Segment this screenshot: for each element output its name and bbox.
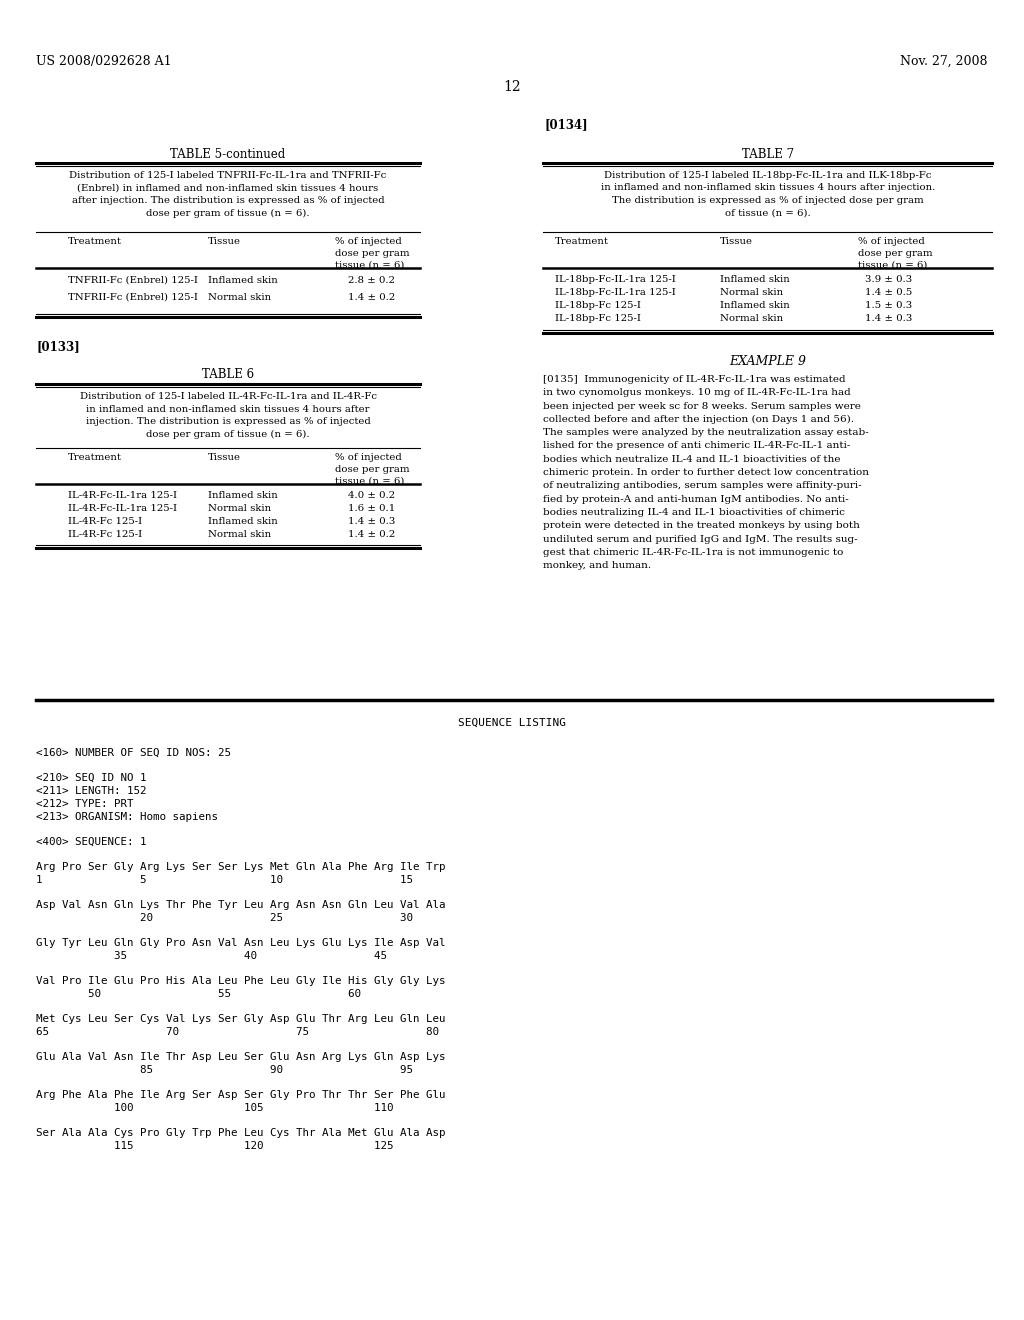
Text: gest that chimeric IL-4R-Fc-IL-1ra is not immunogenic to: gest that chimeric IL-4R-Fc-IL-1ra is no…: [543, 548, 844, 557]
Text: 20                  25                  30: 20 25 30: [36, 913, 413, 923]
Text: IL-4R-Fc-IL-1ra 125-I: IL-4R-Fc-IL-1ra 125-I: [68, 504, 177, 513]
Text: 3.9 ± 0.3: 3.9 ± 0.3: [865, 275, 912, 284]
Text: Nov. 27, 2008: Nov. 27, 2008: [900, 55, 988, 69]
Text: Distribution of 125-I labeled TNFRII-Fc-IL-1ra and TNFRII-Fc
(Enbrel) in inflame: Distribution of 125-I labeled TNFRII-Fc-…: [70, 172, 387, 218]
Text: Normal skin: Normal skin: [208, 504, 271, 513]
Text: IL-4R-Fc-IL-1ra 125-I: IL-4R-Fc-IL-1ra 125-I: [68, 491, 177, 500]
Text: IL-18bp-Fc 125-I: IL-18bp-Fc 125-I: [555, 301, 641, 310]
Text: TABLE 7: TABLE 7: [742, 148, 794, 161]
Text: undiluted serum and purified IgG and IgM. The results sug-: undiluted serum and purified IgG and IgM…: [543, 535, 858, 544]
Text: SEQUENCE LISTING: SEQUENCE LISTING: [458, 718, 566, 729]
Text: 35                  40                  45: 35 40 45: [36, 950, 387, 961]
Text: Treatment: Treatment: [68, 238, 122, 246]
Text: % of injected
dose per gram
tissue (n = 6): % of injected dose per gram tissue (n = …: [335, 238, 410, 269]
Text: 100                 105                 110: 100 105 110: [36, 1104, 393, 1113]
Text: been injected per week sc for 8 weeks. Serum samples were: been injected per week sc for 8 weeks. S…: [543, 401, 861, 411]
Text: 12: 12: [503, 81, 521, 94]
Text: bodies which neutralize IL-4 and IL-1 bioactivities of the: bodies which neutralize IL-4 and IL-1 bi…: [543, 455, 841, 463]
Text: Tissue: Tissue: [720, 238, 753, 246]
Text: Inflamed skin: Inflamed skin: [208, 517, 278, 525]
Text: Met Cys Leu Ser Cys Val Lys Ser Gly Asp Glu Thr Arg Leu Gln Leu: Met Cys Leu Ser Cys Val Lys Ser Gly Asp …: [36, 1014, 445, 1024]
Text: 65                  70                  75                  80: 65 70 75 80: [36, 1027, 439, 1038]
Text: Glu Ala Val Asn Ile Thr Asp Leu Ser Glu Asn Arg Lys Gln Asp Lys: Glu Ala Val Asn Ile Thr Asp Leu Ser Glu …: [36, 1052, 445, 1063]
Text: % of injected
dose per gram
tissue (n = 6): % of injected dose per gram tissue (n = …: [858, 238, 933, 269]
Text: Treatment: Treatment: [555, 238, 609, 246]
Text: US 2008/0292628 A1: US 2008/0292628 A1: [36, 55, 172, 69]
Text: 1.4 ± 0.2: 1.4 ± 0.2: [348, 293, 395, 302]
Text: monkey, and human.: monkey, and human.: [543, 561, 651, 570]
Text: 1.4 ± 0.2: 1.4 ± 0.2: [348, 531, 395, 539]
Text: Gly Tyr Leu Gln Gly Pro Asn Val Asn Leu Lys Glu Lys Ile Asp Val: Gly Tyr Leu Gln Gly Pro Asn Val Asn Leu …: [36, 939, 445, 948]
Text: Arg Pro Ser Gly Arg Lys Ser Ser Lys Met Gln Ala Phe Arg Ile Trp: Arg Pro Ser Gly Arg Lys Ser Ser Lys Met …: [36, 862, 445, 873]
Text: 1.4 ± 0.5: 1.4 ± 0.5: [865, 288, 912, 297]
Text: IL-18bp-Fc-IL-1ra 125-I: IL-18bp-Fc-IL-1ra 125-I: [555, 288, 676, 297]
Text: in two cynomolgus monkeys. 10 mg of IL-4R-Fc-IL-1ra had: in two cynomolgus monkeys. 10 mg of IL-4…: [543, 388, 851, 397]
Text: Ser Ala Ala Cys Pro Gly Trp Phe Leu Cys Thr Ala Met Glu Ala Asp: Ser Ala Ala Cys Pro Gly Trp Phe Leu Cys …: [36, 1129, 445, 1138]
Text: Inflamed skin: Inflamed skin: [208, 491, 278, 500]
Text: IL-4R-Fc 125-I: IL-4R-Fc 125-I: [68, 517, 142, 525]
Text: TNFRII-Fc (Enbrel) 125-I: TNFRII-Fc (Enbrel) 125-I: [68, 293, 198, 302]
Text: chimeric protein. In order to further detect low concentration: chimeric protein. In order to further de…: [543, 469, 869, 477]
Text: Arg Phe Ala Phe Ile Arg Ser Asp Ser Gly Pro Thr Thr Ser Phe Glu: Arg Phe Ala Phe Ile Arg Ser Asp Ser Gly …: [36, 1090, 445, 1100]
Text: Normal skin: Normal skin: [720, 314, 783, 323]
Text: TNFRII-Fc (Enbrel) 125-I: TNFRII-Fc (Enbrel) 125-I: [68, 276, 198, 285]
Text: IL-18bp-Fc 125-I: IL-18bp-Fc 125-I: [555, 314, 641, 323]
Text: Inflamed skin: Inflamed skin: [720, 301, 790, 310]
Text: Distribution of 125-I labeled IL-18bp-Fc-IL-1ra and ILK-18bp-Fc
in inflamed and : Distribution of 125-I labeled IL-18bp-Fc…: [601, 172, 935, 218]
Text: Tissue: Tissue: [208, 453, 241, 462]
Text: 1.5 ± 0.3: 1.5 ± 0.3: [865, 301, 912, 310]
Text: Asp Val Asn Gln Lys Thr Phe Tyr Leu Arg Asn Asn Gln Leu Val Ala: Asp Val Asn Gln Lys Thr Phe Tyr Leu Arg …: [36, 900, 445, 909]
Text: EXAMPLE 9: EXAMPLE 9: [729, 355, 807, 368]
Text: Normal skin: Normal skin: [208, 531, 271, 539]
Text: IL-18bp-Fc-IL-1ra 125-I: IL-18bp-Fc-IL-1ra 125-I: [555, 275, 676, 284]
Text: <210> SEQ ID NO 1: <210> SEQ ID NO 1: [36, 774, 146, 783]
Text: bodies neutralizing IL-4 and IL-1 bioactivities of chimeric: bodies neutralizing IL-4 and IL-1 bioact…: [543, 508, 845, 517]
Text: 85                  90                  95: 85 90 95: [36, 1065, 413, 1074]
Text: <400> SEQUENCE: 1: <400> SEQUENCE: 1: [36, 837, 146, 847]
Text: <213> ORGANISM: Homo sapiens: <213> ORGANISM: Homo sapiens: [36, 812, 218, 822]
Text: Treatment: Treatment: [68, 453, 122, 462]
Text: Distribution of 125-I labeled IL-4R-Fc-IL-1ra and IL-4R-Fc
in inflamed and non-i: Distribution of 125-I labeled IL-4R-Fc-I…: [80, 392, 377, 438]
Text: The samples were analyzed by the neutralization assay estab-: The samples were analyzed by the neutral…: [543, 428, 868, 437]
Text: 1.4 ± 0.3: 1.4 ± 0.3: [348, 517, 395, 525]
Text: 1.6 ± 0.1: 1.6 ± 0.1: [348, 504, 395, 513]
Text: Tissue: Tissue: [208, 238, 241, 246]
Text: Inflamed skin: Inflamed skin: [208, 276, 278, 285]
Text: Normal skin: Normal skin: [720, 288, 783, 297]
Text: 115                 120                 125: 115 120 125: [36, 1140, 393, 1151]
Text: collected before and after the injection (on Days 1 and 56).: collected before and after the injection…: [543, 414, 854, 424]
Text: <212> TYPE: PRT: <212> TYPE: PRT: [36, 799, 133, 809]
Text: 1.4 ± 0.3: 1.4 ± 0.3: [865, 314, 912, 323]
Text: % of injected
dose per gram
tissue (n = 6): % of injected dose per gram tissue (n = …: [335, 453, 410, 486]
Text: Normal skin: Normal skin: [208, 293, 271, 302]
Text: [0133]: [0133]: [36, 341, 80, 352]
Text: fied by protein-A and anti-human IgM antibodies. No anti-: fied by protein-A and anti-human IgM ant…: [543, 495, 849, 504]
Text: Inflamed skin: Inflamed skin: [720, 275, 790, 284]
Text: 1               5                   10                  15: 1 5 10 15: [36, 875, 413, 884]
Text: [0135]  Immunogenicity of IL-4R-Fc-IL-1ra was estimated: [0135] Immunogenicity of IL-4R-Fc-IL-1ra…: [543, 375, 846, 384]
Text: protein were detected in the treated monkeys by using both: protein were detected in the treated mon…: [543, 521, 860, 531]
Text: IL-4R-Fc 125-I: IL-4R-Fc 125-I: [68, 531, 142, 539]
Text: 2.8 ± 0.2: 2.8 ± 0.2: [348, 276, 395, 285]
Text: <160> NUMBER OF SEQ ID NOS: 25: <160> NUMBER OF SEQ ID NOS: 25: [36, 748, 231, 758]
Text: 4.0 ± 0.2: 4.0 ± 0.2: [348, 491, 395, 500]
Text: TABLE 6: TABLE 6: [202, 368, 254, 381]
Text: of neutralizing antibodies, serum samples were affinity-puri-: of neutralizing antibodies, serum sample…: [543, 482, 861, 491]
Text: 50                  55                  60: 50 55 60: [36, 989, 361, 999]
Text: <211> LENGTH: 152: <211> LENGTH: 152: [36, 785, 146, 796]
Text: TABLE 5-continued: TABLE 5-continued: [170, 148, 286, 161]
Text: [0134]: [0134]: [545, 117, 589, 131]
Text: lished for the presence of anti chimeric IL-4R-Fc-IL-1 anti-: lished for the presence of anti chimeric…: [543, 441, 850, 450]
Text: Val Pro Ile Glu Pro His Ala Leu Phe Leu Gly Ile His Gly Gly Lys: Val Pro Ile Glu Pro His Ala Leu Phe Leu …: [36, 975, 445, 986]
